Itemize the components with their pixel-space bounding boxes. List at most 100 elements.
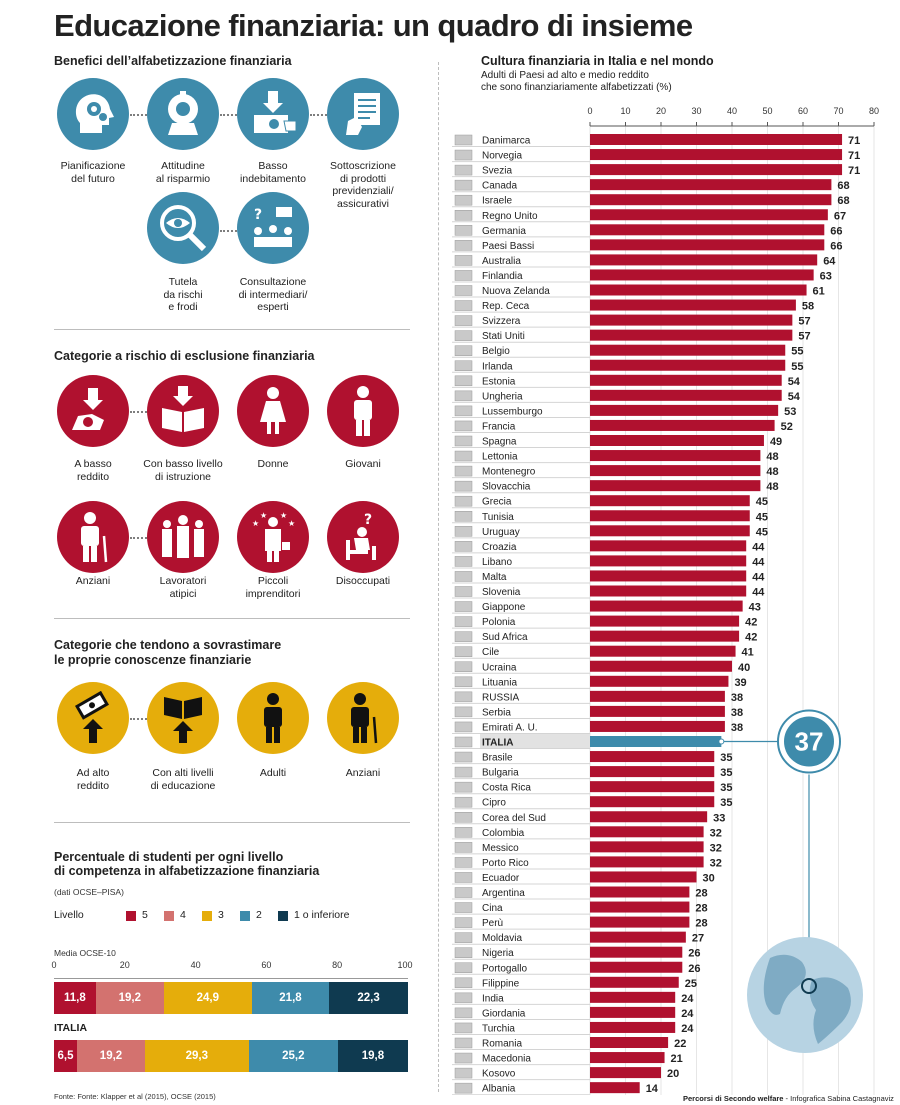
bar-value-label: 55 <box>791 346 803 358</box>
country-flag-icon <box>454 751 473 763</box>
country-label: Serbia <box>482 707 511 718</box>
bar-value-label: 20 <box>667 1068 679 1080</box>
country-flag-icon <box>454 781 473 793</box>
students-axis-tick: 80 <box>332 960 343 970</box>
country-flag-icon <box>454 360 473 371</box>
bar-value-label: 24 <box>681 1008 694 1020</box>
country-flag-icon <box>454 887 473 898</box>
benefit-label: Attitudine al risparmio <box>155 160 211 185</box>
legend-label: 3 <box>218 909 224 921</box>
country-flag-icon <box>454 917 473 928</box>
x-tick-label: 0 <box>587 106 592 116</box>
bar <box>590 329 793 341</box>
bar-value-label: 28 <box>695 888 707 900</box>
bar <box>590 1052 665 1064</box>
bar <box>590 299 796 311</box>
bar-value-label: 25 <box>685 978 697 990</box>
country-flag-icon <box>454 149 473 161</box>
risk-label: Lavoratori atipici <box>159 575 207 600</box>
country-flag-icon <box>454 977 473 989</box>
x-tick-label: 80 <box>869 106 879 116</box>
country-label: Brasile <box>482 753 513 764</box>
bar <box>590 450 761 462</box>
country-flag-icon <box>454 330 473 341</box>
bar <box>590 480 761 492</box>
bar <box>590 615 740 627</box>
students-title-line2: di competenza in alfabetizzazione finanz… <box>54 864 320 878</box>
adult-person-icon <box>237 682 309 754</box>
bar <box>590 901 690 913</box>
country-flag-icon <box>454 315 473 326</box>
bar <box>590 1067 661 1079</box>
bar-value-label: 30 <box>703 872 715 884</box>
bar-value-label: 14 <box>646 1083 659 1095</box>
bar <box>590 796 715 808</box>
bar-value-label: 35 <box>720 782 732 794</box>
country-label: Ungheria <box>482 391 523 402</box>
country-label: Germania <box>482 226 526 237</box>
dotted-connector <box>130 114 150 116</box>
bar <box>590 886 690 898</box>
bar-value-label: 26 <box>688 948 700 960</box>
bar <box>590 540 747 552</box>
legend-swatch <box>278 911 288 921</box>
country-label: Turchia <box>482 1023 515 1034</box>
bar-value-label: 38 <box>731 692 743 704</box>
page-title: Educazione finanziaria: un quadro di ins… <box>54 8 693 43</box>
bar-value-label: 58 <box>802 301 814 313</box>
risk-label: Disoccupati <box>335 575 391 587</box>
bar-value-label: 32 <box>710 857 722 869</box>
country-label: Grecia <box>482 497 512 508</box>
country-flag-icon <box>454 601 473 612</box>
country-flag-icon <box>454 1037 473 1049</box>
callout-value: 37 <box>795 727 824 757</box>
bar-value-label: 54 <box>788 391 801 403</box>
stacked-segment-level-2: 21,8 <box>251 982 330 1014</box>
country-flag-icon <box>454 962 473 973</box>
bar <box>590 1021 676 1033</box>
country-label: Romania <box>482 1039 522 1050</box>
country-flag-icon <box>454 902 473 913</box>
country-flag-icon <box>454 736 473 748</box>
students-title-line1: Percentuale di studenti per ogni livello <box>54 850 284 864</box>
bar-value-label: 66 <box>830 225 842 237</box>
country-flag-icon <box>454 285 473 296</box>
elderly-cane-icon <box>57 501 129 573</box>
magnifier-eye-icon <box>147 192 219 264</box>
bar-value-label: 66 <box>830 240 842 252</box>
bar <box>590 314 793 326</box>
country-flag-icon <box>454 661 473 672</box>
country-flag-icon <box>454 586 473 597</box>
bar-value-label: 26 <box>688 963 700 975</box>
young-person-icon <box>327 375 399 447</box>
students-axis-line <box>54 978 408 979</box>
bar <box>590 826 704 838</box>
country-label: Tunisia <box>482 512 514 523</box>
bar <box>590 525 750 537</box>
country-label: Slovenia <box>482 587 521 598</box>
x-tick-label: 50 <box>762 106 772 116</box>
svg-text:★: ★ <box>252 519 259 528</box>
bar <box>590 495 750 507</box>
country-label: Costa Rica <box>482 783 531 794</box>
banknotes-up-icon <box>57 682 129 754</box>
bar-value-label: 35 <box>720 752 732 764</box>
bar <box>590 374 782 386</box>
country-label: Ecuador <box>482 873 520 884</box>
bar-value-label: 71 <box>848 150 860 162</box>
country-label: Rep. Ceca <box>482 301 530 312</box>
bar-value-label: 48 <box>766 466 778 478</box>
country-label: Malta <box>482 572 507 583</box>
bar <box>590 389 782 401</box>
country-flag-icon <box>454 405 473 417</box>
bar-value-label: 33 <box>713 812 725 824</box>
country-label: Norvegia <box>482 151 522 162</box>
bar-value-label: 68 <box>837 180 849 192</box>
country-flag-icon <box>454 134 473 146</box>
risk-label: Piccoli imprenditori <box>245 575 301 600</box>
bar <box>590 435 764 446</box>
country-flag-icon <box>454 842 473 853</box>
country-label: Cina <box>482 903 503 914</box>
bar <box>590 404 779 416</box>
country-flag-icon <box>454 511 473 522</box>
